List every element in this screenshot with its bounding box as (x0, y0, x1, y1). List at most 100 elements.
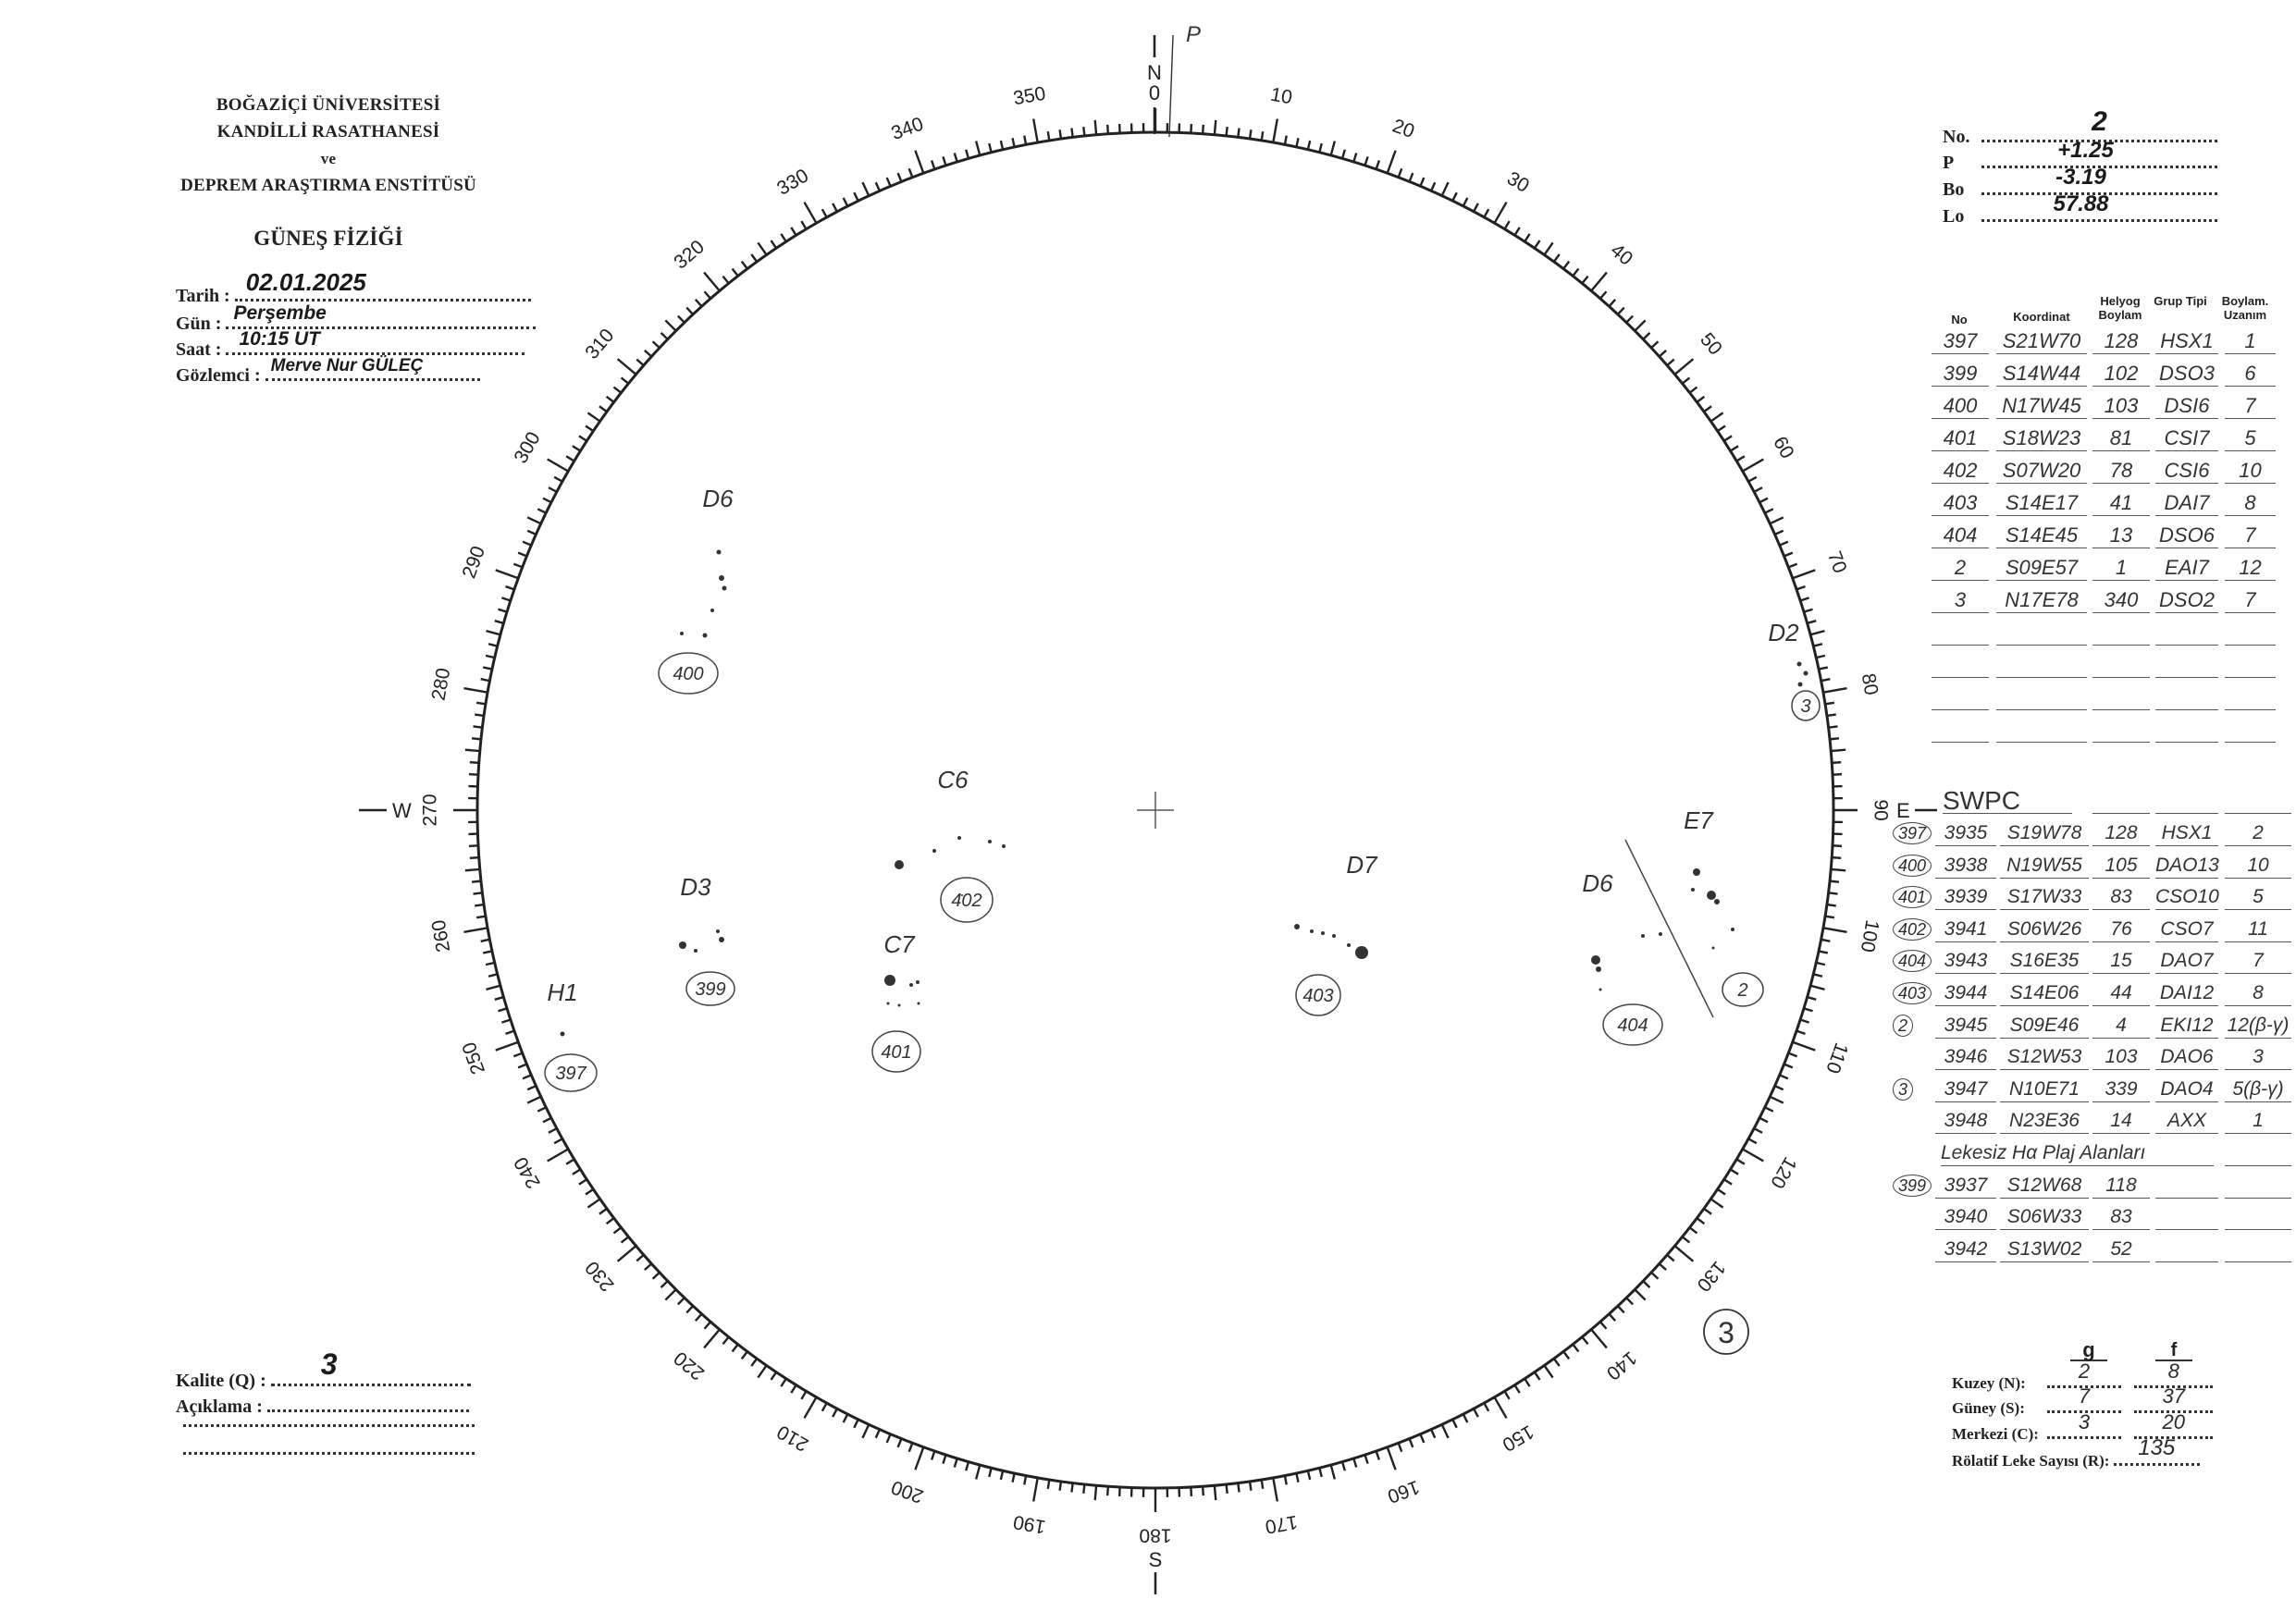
table-cell: 76 (2092, 917, 2150, 942)
day-field: Gün : Perşembe (176, 302, 537, 335)
degree-tick (553, 475, 563, 483)
degree-label: 320 (670, 236, 709, 273)
degree-label-0: 0 (1149, 81, 1160, 105)
degree-tick (485, 654, 496, 659)
time-field: Saat : 10:15 UT (176, 328, 525, 361)
degree-tick (885, 1433, 892, 1444)
degree-tick (1617, 306, 1625, 315)
bo-label: Bo (1943, 179, 1965, 200)
degree-tick (1581, 275, 1589, 285)
table-cell (1932, 652, 1989, 678)
degree-tick (1774, 1085, 1784, 1091)
table-cell: 402 (1932, 458, 1989, 484)
table-cell: S14E17 (1996, 490, 2087, 516)
table-cell: S14W44 (1996, 361, 2087, 387)
table-cell: DAO7 (2155, 948, 2218, 975)
group-number-circled: 403 (1893, 982, 1932, 1004)
degree-tick (612, 386, 623, 394)
table-cell: DAO4 (2155, 1077, 2218, 1102)
sunspot-group: C7 401 (871, 930, 921, 1073)
degree-tick (1826, 903, 1836, 907)
degree-tick (1799, 1018, 1810, 1024)
table-cell: 7 (2225, 587, 2276, 613)
degree-tick (1807, 620, 1817, 625)
south-g: 7 (2078, 1384, 2091, 1408)
degree-tick (1717, 424, 1726, 433)
degree-tick (1503, 220, 1511, 230)
sunspot-group: E7 2 (1684, 806, 1764, 1007)
degree-tick (685, 1305, 694, 1314)
group-number-circled: 2 (1893, 1014, 1914, 1037)
degree-tick (586, 412, 601, 423)
plage-title: Lekesiz Hα Plaj Alanları (1941, 1140, 2214, 1166)
degree-tick (1225, 126, 1228, 137)
table-cell (2155, 788, 2218, 814)
sunspot (1707, 891, 1716, 900)
table-cell: DAO13 (2155, 853, 2219, 879)
degree-tick (1237, 1483, 1241, 1493)
degree-tick (722, 1335, 730, 1346)
degree-tick (1295, 1472, 1300, 1483)
table-cell: 1 (2225, 328, 2276, 354)
degree-tick (832, 203, 838, 213)
degree-tick (1729, 1168, 1739, 1175)
margin-note: 3 (1718, 1316, 1734, 1349)
table-header: Koordinat (2013, 310, 2070, 324)
table-header: Boylam. Uzanım (2221, 294, 2269, 322)
table-cell: DAI12 (2155, 980, 2218, 1006)
degree-tick (1803, 1007, 1813, 1013)
degree-tick (1329, 1464, 1337, 1480)
degree-label: 30 (1503, 167, 1533, 197)
table-cell: CSO7 (2155, 917, 2218, 942)
table-cell: 3945 (1935, 1013, 1996, 1039)
degree-tick (1543, 1364, 1554, 1379)
degree-tick (974, 141, 981, 156)
degree-tick (1809, 629, 1825, 636)
degree-tick (651, 340, 660, 349)
sunspot (886, 1002, 890, 1005)
group-number-ellipse (1602, 1003, 1663, 1046)
table-cell (2092, 620, 2150, 646)
table-cell: 2 (2225, 820, 2291, 846)
degree-tick (1658, 349, 1667, 358)
table-cell: 1 (2092, 555, 2150, 581)
table-cell: 3944 (1935, 980, 1996, 1006)
degree-tick (616, 1245, 637, 1262)
group-number-ellipse (1791, 690, 1821, 721)
group-class-label: D7 (1346, 851, 1378, 879)
degree-tick (620, 1236, 630, 1244)
degree-tick (1634, 319, 1647, 332)
table-cell: EAI7 (2155, 555, 2218, 581)
group-class-label: C6 (937, 766, 969, 794)
sunspot (1659, 932, 1662, 936)
remarks-line (183, 1424, 475, 1427)
degree-tick (495, 1040, 519, 1052)
degree-label: 170 (1264, 1511, 1300, 1538)
center-g: 3 (2078, 1410, 2091, 1433)
degree-tick (1213, 119, 1217, 135)
table-cell (2225, 1236, 2291, 1262)
group-number-circled: 402 (1893, 917, 1932, 941)
table-cell: 401 (1932, 425, 1989, 451)
degree-label: 240 (510, 1153, 544, 1192)
table-cell: 7 (2225, 948, 2291, 975)
degree-tick (526, 529, 537, 535)
degree-tick (1681, 1236, 1691, 1244)
degree-label: 190 (1012, 1511, 1048, 1538)
group-number-label: 401 (881, 1042, 911, 1063)
date-value: 02.01.2025 (245, 268, 366, 296)
table-cell: 41 (2092, 490, 2150, 516)
degree-tick (1524, 1378, 1531, 1387)
degree-tick (874, 1429, 881, 1439)
degree-tick (1703, 1207, 1712, 1215)
degree-label: 80 (1858, 671, 1882, 696)
degree-tick (572, 1168, 582, 1175)
degree-tick (512, 562, 524, 569)
degree-tick (1419, 177, 1426, 187)
degree-tick (1742, 1148, 1764, 1163)
table-cell (2225, 1173, 2291, 1199)
degree-tick (1828, 892, 1838, 895)
sunspot (722, 585, 727, 591)
table-cell: 3939 (1935, 884, 1996, 911)
table-cell: DSO3 (2155, 361, 2218, 387)
